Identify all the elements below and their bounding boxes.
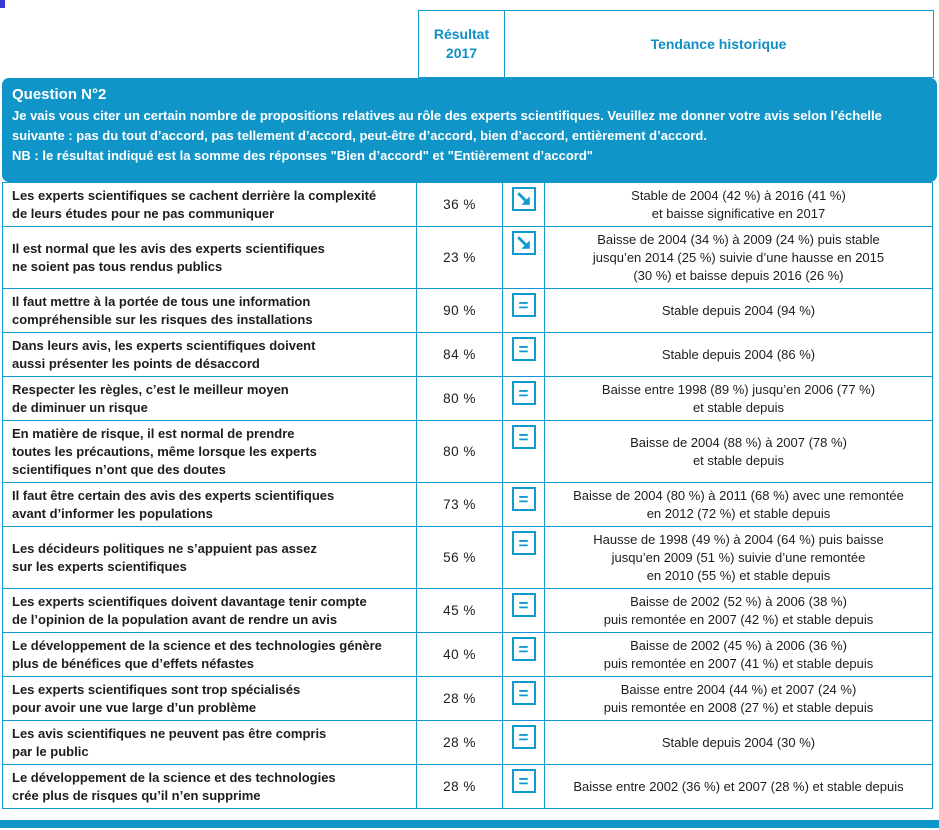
table-row: En matière de risque, il est normal de p…	[3, 421, 932, 483]
trend-equal-icon: =	[511, 425, 536, 449]
result-cell: 80 %	[417, 377, 503, 420]
table-row: Les experts scientifiques se cachent der…	[3, 183, 932, 227]
result-cell: 45 %	[417, 589, 503, 632]
table-row: Respecter les règles, c’est le meilleur …	[3, 377, 932, 421]
trend-icon-cell: =	[503, 677, 545, 720]
trend-text-cell: Baisse entre 2004 (44 %) et 2007 (24 %) …	[603, 681, 874, 715]
statement-cell: Le développement de la science et des te…	[3, 633, 417, 676]
statement-cell: Dans leurs avis, les experts scientifiqu…	[3, 333, 417, 376]
trend-icon-cell: =	[503, 721, 545, 764]
trend-equal-icon: =	[511, 531, 536, 555]
statement-cell: Les experts scientifiques se cachent der…	[3, 183, 417, 226]
trend-text-cell: Baisse de 2004 (80 %) à 2011 (68 %) avec…	[573, 487, 904, 521]
trend-text-cell: Stable de 2004 (42 %) à 2016 (41 %) et b…	[631, 187, 846, 221]
trend-equal-icon: =	[511, 337, 536, 361]
trend-equal-icon: =	[511, 293, 536, 317]
trend-icon-cell: =	[503, 527, 545, 588]
result-cell: 28 %	[417, 765, 503, 808]
table-row: Le développement de la science et des te…	[3, 765, 932, 808]
statement-cell: Il est normal que les avis des experts s…	[3, 227, 417, 288]
trend-equal-icon: =	[511, 381, 536, 405]
trend-icon-cell	[503, 227, 545, 288]
trend-equal-icon: =	[511, 593, 536, 617]
table-row: Il faut être certain des avis des expert…	[3, 483, 932, 527]
result-cell: 56 %	[417, 527, 503, 588]
result-cell: 28 %	[417, 677, 503, 720]
statement-cell: Les experts scientifiques doivent davant…	[3, 589, 417, 632]
question-text: Je vais vous citer un certain nombre de …	[12, 108, 882, 164]
trend-text-cell: Stable depuis 2004 (30 %)	[661, 734, 816, 750]
trend-text-cell: Stable depuis 2004 (86 %)	[661, 346, 816, 362]
trend-icon-cell: =	[503, 421, 545, 482]
results-table: Les experts scientifiques se cachent der…	[2, 182, 933, 809]
trend-icon-cell: =	[503, 765, 545, 808]
trend-text-cell: Baisse entre 2002 (36 %) et 2007 (28 %) …	[573, 778, 904, 794]
trend-icon-cell: =	[503, 633, 545, 676]
statement-cell: En matière de risque, il est normal de p…	[3, 421, 417, 482]
table-row: Il faut mettre à la portée de tous une i…	[3, 289, 932, 333]
trend-text-cell: Baisse entre 1998 (89 %) jusqu’en 2006 (…	[601, 381, 876, 415]
statement-cell: Le développement de la science et des te…	[3, 765, 417, 808]
trend-text-cell: Baisse de 2002 (45 %) à 2006 (36 %) puis…	[603, 637, 874, 671]
trend-equal-icon: =	[511, 725, 536, 749]
trend-text-cell: Stable depuis 2004 (94 %)	[661, 302, 816, 318]
result-cell: 84 %	[417, 333, 503, 376]
statement-cell: Les décideurs politiques ne s’appuient p…	[3, 527, 417, 588]
trend-text-cell: Baisse de 2002 (52 %) à 2006 (38 %) puis…	[603, 593, 874, 627]
statement-cell: Il faut mettre à la portée de tous une i…	[3, 289, 417, 332]
result-cell: 80 %	[417, 421, 503, 482]
trend-icon-cell: =	[503, 333, 545, 376]
trend-icon-cell: =	[503, 483, 545, 526]
table-row: Les décideurs politiques ne s’appuient p…	[3, 527, 932, 589]
question-title: Question N°2	[12, 86, 107, 103]
table-row: Il est normal que les avis des experts s…	[3, 227, 932, 289]
result-cell: 23 %	[417, 227, 503, 288]
result-cell: 90 %	[417, 289, 503, 332]
trend-icon-cell: =	[503, 589, 545, 632]
trend-text-cell: Baisse de 2004 (88 %) à 2007 (78 %) et s…	[630, 434, 847, 468]
trend-equal-icon: =	[511, 769, 536, 793]
result-2017-header: Résultat 2017	[418, 10, 505, 78]
result-cell: 73 %	[417, 483, 503, 526]
statement-cell: Les experts scientifiques sont trop spéc…	[3, 677, 417, 720]
trend-icon-cell: =	[503, 289, 545, 332]
result-cell: 28 %	[417, 721, 503, 764]
scan-artifact	[0, 0, 5, 8]
trend-equal-icon: =	[511, 637, 536, 661]
table-row: Dans leurs avis, les experts scientifiqu…	[3, 333, 932, 377]
statement-cell: Respecter les règles, c’est le meilleur …	[3, 377, 417, 420]
historical-trend-header: Tendance historique	[503, 10, 934, 78]
statement-cell: Les avis scientifiques ne peuvent pas êt…	[3, 721, 417, 764]
trend-icon-cell: =	[503, 377, 545, 420]
trend-text-cell: Baisse de 2004 (34 %) à 2009 (24 %) puis…	[592, 231, 885, 283]
result-cell: 36 %	[417, 183, 503, 226]
table-row: Le développement de la science et des te…	[3, 633, 932, 677]
table-row: Les experts scientifiques sont trop spéc…	[3, 677, 932, 721]
footer-bar	[0, 820, 939, 828]
table-row: Les experts scientifiques doivent davant…	[3, 589, 932, 633]
trend-text-cell: Hausse de 1998 (49 %) à 2004 (64 %) puis…	[593, 531, 884, 583]
question-band: Question N°2 Je vais vous citer un certa…	[2, 78, 937, 182]
statement-cell: Il faut être certain des avis des expert…	[3, 483, 417, 526]
trend-equal-icon: =	[511, 681, 536, 705]
result-cell: 40 %	[417, 633, 503, 676]
table-row: Les avis scientifiques ne peuvent pas êt…	[3, 721, 932, 765]
trend-icon-cell	[503, 183, 545, 226]
trend-equal-icon: =	[511, 487, 536, 511]
trend-down-icon	[511, 187, 536, 211]
trend-down-icon	[511, 231, 536, 255]
